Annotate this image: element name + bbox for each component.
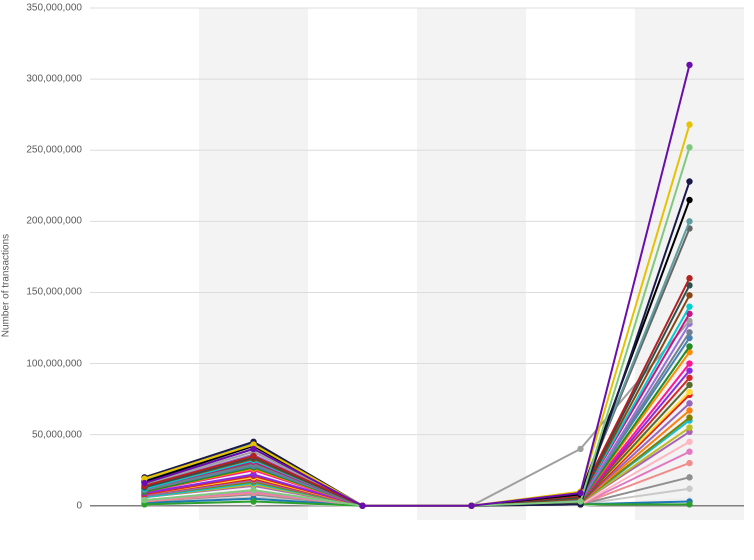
- series-marker: [686, 144, 692, 150]
- series-marker: [359, 503, 365, 509]
- series-marker: [250, 453, 256, 459]
- series-marker: [686, 62, 692, 68]
- plot-band: [417, 8, 526, 520]
- series-marker: [686, 329, 692, 335]
- series-marker: [250, 487, 256, 493]
- series-marker: [141, 497, 147, 503]
- series-marker: [686, 197, 692, 203]
- series-marker: [686, 424, 692, 430]
- series-marker: [686, 360, 692, 366]
- series-marker: [686, 501, 692, 507]
- series-marker: [686, 367, 692, 373]
- series-marker: [250, 498, 256, 504]
- series-marker: [577, 498, 583, 504]
- series-marker: [686, 414, 692, 420]
- series-marker: [686, 486, 692, 492]
- series-marker: [686, 400, 692, 406]
- series-marker: [686, 460, 692, 466]
- chart-container: Number of transactions 050,000,000100,00…: [0, 0, 754, 560]
- series-marker: [686, 382, 692, 388]
- series-marker: [250, 446, 256, 452]
- series-marker: [577, 490, 583, 496]
- series-marker: [686, 343, 692, 349]
- series-marker: [686, 439, 692, 445]
- series-marker: [686, 121, 692, 127]
- series-marker: [686, 375, 692, 381]
- series-marker: [686, 474, 692, 480]
- series-marker: [686, 407, 692, 413]
- series-marker: [686, 275, 692, 281]
- series-marker: [686, 218, 692, 224]
- series-marker: [686, 449, 692, 455]
- series-marker: [141, 480, 147, 486]
- series-marker: [686, 292, 692, 298]
- series-marker: [686, 389, 692, 395]
- series-marker: [468, 503, 474, 509]
- chart-plot: [0, 0, 754, 560]
- series-marker: [577, 446, 583, 452]
- series-marker: [686, 303, 692, 309]
- series-marker: [686, 178, 692, 184]
